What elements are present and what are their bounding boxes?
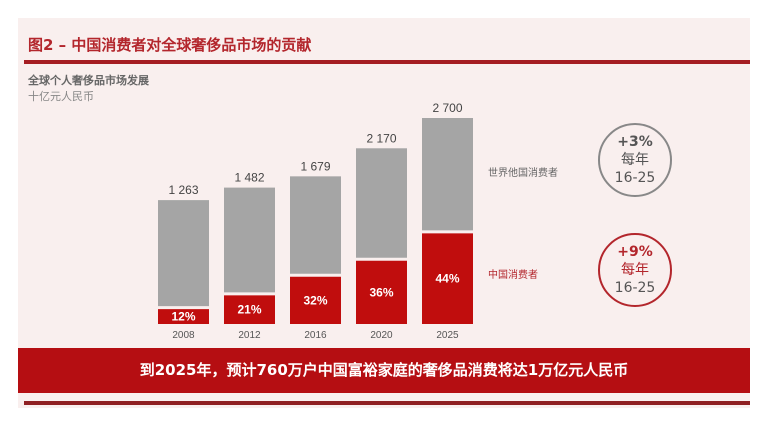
bar-rest-of-world	[290, 176, 341, 274]
total-label: 1 679	[300, 159, 330, 173]
growth-per: 每年	[621, 262, 649, 278]
share-label: 21%	[237, 303, 261, 317]
bar-china	[356, 260, 407, 324]
bar-china	[158, 309, 209, 324]
bar-rest-of-world	[422, 118, 473, 231]
total-label: 2 170	[366, 131, 396, 145]
share-label: 44%	[435, 272, 459, 286]
total-label: 2 700	[432, 101, 462, 115]
growth-circle-rest-of-world: +3% 每年 16-25	[598, 123, 672, 197]
bar-china	[290, 276, 341, 324]
growth-period: 16-25	[614, 280, 656, 296]
figure-title: 图2 – 中国消费者对全球奢侈品市场的贡献	[28, 36, 312, 54]
x-tick-label: 2012	[238, 330, 261, 341]
share-label: 32%	[303, 293, 327, 307]
growth-circle-china: +9% 每年 16-25	[598, 233, 672, 307]
summary-banner: 到2025年，预计760万户中国富裕家庭的奢侈品消费将达1万亿元人民币	[18, 348, 750, 393]
growth-rate: +3%	[617, 134, 653, 150]
growth-period: 16-25	[614, 170, 656, 186]
total-label: 1 263	[168, 183, 198, 197]
title-rule	[24, 60, 750, 64]
bar-rest-of-world	[158, 200, 209, 307]
legend-china: 中国消费者	[488, 270, 538, 281]
chart-unit: 十亿元人民币	[28, 90, 94, 103]
share-label: 12%	[171, 310, 195, 324]
bar-rest-of-world	[356, 148, 407, 258]
bar-rest-of-world	[224, 187, 275, 293]
share-label: 36%	[369, 285, 393, 299]
chart-title: 全球个人奢侈品市场发展	[28, 74, 149, 87]
growth-per: 每年	[621, 152, 649, 168]
x-tick-label: 2025	[436, 330, 459, 341]
bar-china	[224, 295, 275, 324]
x-tick-label: 2008	[172, 330, 195, 341]
legend-rest-of-world: 世界他国消费者	[488, 168, 558, 179]
growth-rate: +9%	[617, 244, 653, 260]
bottom-rule	[24, 401, 750, 405]
x-tick-label: 2016	[304, 330, 327, 341]
x-tick-label: 2020	[370, 330, 393, 341]
bar-china	[422, 233, 473, 324]
total-label: 1 482	[234, 171, 264, 185]
